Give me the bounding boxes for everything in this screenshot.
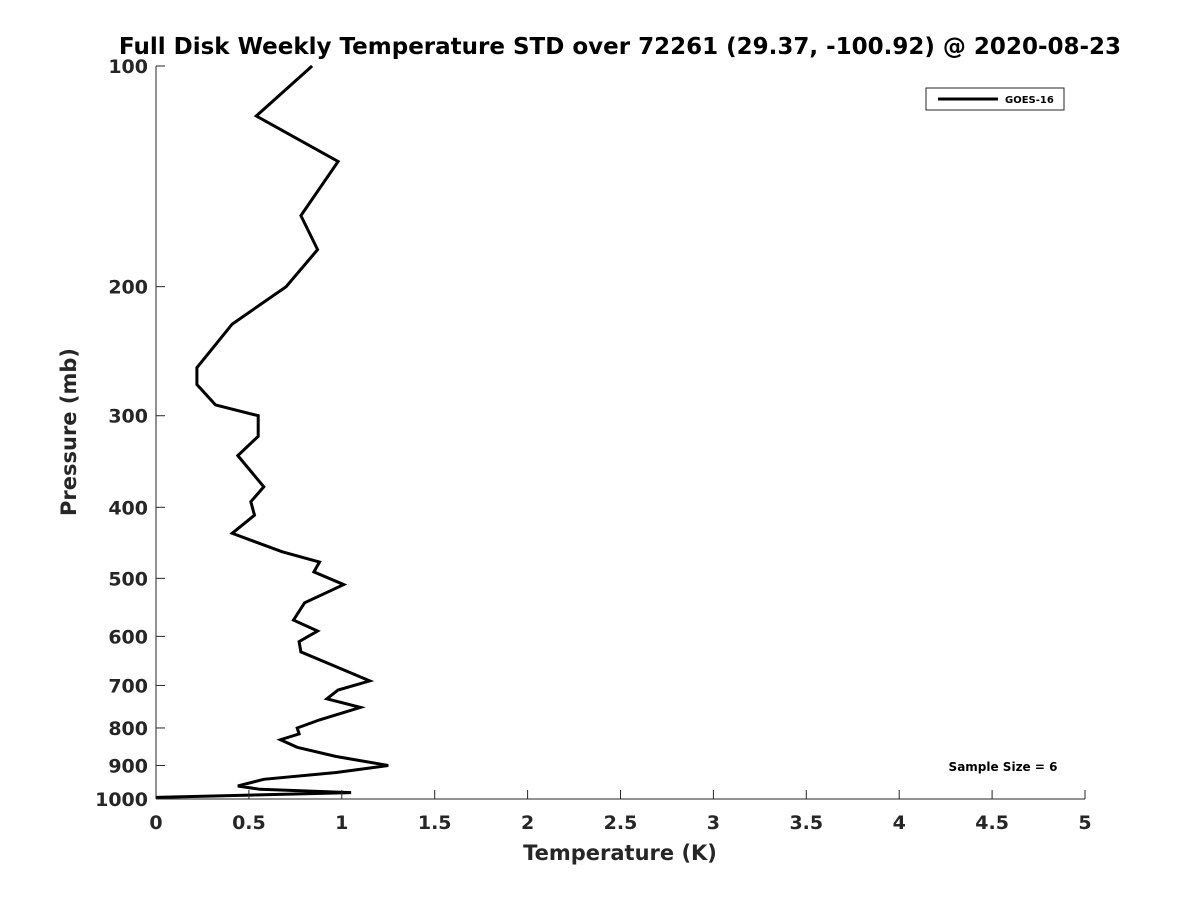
- x-tick-label: 2.5: [604, 812, 638, 834]
- x-tick-label: 4.5: [975, 812, 1009, 834]
- y-tick-label: 900: [108, 755, 148, 777]
- chart-title: Full Disk Weekly Temperature STD over 72…: [119, 34, 1121, 60]
- y-tick-label: 500: [108, 568, 148, 590]
- x-tick-label: 3.5: [789, 812, 823, 834]
- sample-size-annotation: Sample Size = 6: [949, 760, 1058, 774]
- y-tick-label: 800: [108, 718, 148, 740]
- y-tick-label: 100: [108, 56, 148, 78]
- x-tick-label: 2: [521, 812, 534, 834]
- y-tick-label: 200: [108, 277, 148, 299]
- x-tick-label: 4: [893, 812, 906, 834]
- y-tick-label: 700: [108, 675, 148, 697]
- x-tick-label: 1: [335, 812, 348, 834]
- y-tick-label: 1000: [95, 789, 148, 811]
- plot-area: [155, 64, 389, 799]
- y-axis-label: Pressure (mb): [57, 348, 81, 516]
- y-tick-label: 400: [108, 497, 148, 519]
- x-tick-label: 5: [1078, 812, 1091, 834]
- x-tick-label: 1.5: [418, 812, 452, 834]
- y-tick-label: 300: [108, 406, 148, 428]
- series-line-goes-16: [155, 64, 389, 799]
- y-axis: 100 200 300 400 500 600 700 800 900 1000: [95, 56, 165, 811]
- x-tick-label: 0: [149, 812, 162, 834]
- y-tick-label: 600: [108, 626, 148, 648]
- legend: GOES-16: [925, 87, 1065, 111]
- x-tick-label: 0.5: [232, 812, 266, 834]
- legend-label-goes-16: GOES-16: [1005, 95, 1054, 106]
- x-axis: 0 0.5 1 1.5 2 2.5 3 3.5 4 4.5 5: [149, 790, 1092, 834]
- x-axis-label: Temperature (K): [523, 841, 717, 865]
- x-tick-label: 3: [707, 812, 720, 834]
